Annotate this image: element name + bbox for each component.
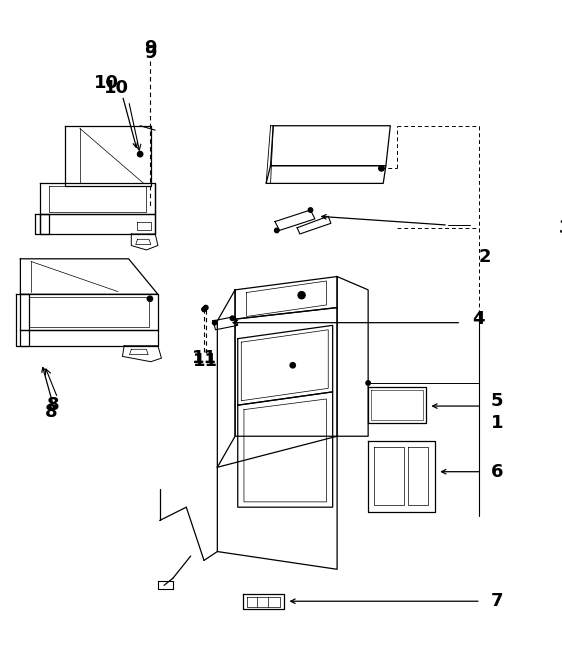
Polygon shape xyxy=(213,316,238,330)
Circle shape xyxy=(379,166,384,171)
Circle shape xyxy=(138,152,142,156)
Polygon shape xyxy=(275,210,315,230)
Text: 4: 4 xyxy=(472,310,484,328)
Text: 6: 6 xyxy=(491,462,503,481)
Polygon shape xyxy=(65,126,151,186)
Text: 2: 2 xyxy=(479,248,492,266)
Polygon shape xyxy=(20,259,158,295)
Polygon shape xyxy=(243,594,284,609)
Circle shape xyxy=(212,321,217,325)
Text: 9: 9 xyxy=(144,39,156,56)
Text: 8: 8 xyxy=(47,396,60,414)
Circle shape xyxy=(138,152,143,157)
Polygon shape xyxy=(132,234,158,250)
Circle shape xyxy=(203,306,208,310)
Polygon shape xyxy=(266,126,273,184)
Polygon shape xyxy=(35,215,49,234)
Text: 11: 11 xyxy=(193,352,218,370)
Polygon shape xyxy=(270,126,391,166)
Polygon shape xyxy=(20,295,158,330)
Polygon shape xyxy=(40,215,155,234)
Text: 9: 9 xyxy=(144,44,156,62)
Polygon shape xyxy=(40,184,155,215)
Polygon shape xyxy=(266,166,386,184)
Text: 8: 8 xyxy=(45,403,58,421)
Polygon shape xyxy=(123,346,161,361)
Text: 1: 1 xyxy=(491,414,503,432)
Polygon shape xyxy=(297,216,331,234)
Circle shape xyxy=(309,208,312,213)
Circle shape xyxy=(366,380,370,385)
Circle shape xyxy=(147,296,152,301)
Circle shape xyxy=(275,228,279,233)
Polygon shape xyxy=(235,308,337,436)
Circle shape xyxy=(230,316,235,321)
Polygon shape xyxy=(158,581,173,589)
Polygon shape xyxy=(217,290,235,467)
Circle shape xyxy=(202,307,206,312)
Text: 3: 3 xyxy=(559,218,562,237)
Polygon shape xyxy=(16,295,29,346)
Text: 5: 5 xyxy=(491,392,503,410)
Polygon shape xyxy=(20,330,158,346)
Text: 10: 10 xyxy=(94,74,119,92)
Text: 10: 10 xyxy=(104,79,129,96)
Polygon shape xyxy=(235,277,337,319)
Circle shape xyxy=(290,363,296,368)
Polygon shape xyxy=(368,388,426,423)
Polygon shape xyxy=(337,277,368,436)
Text: 11: 11 xyxy=(192,349,216,367)
Polygon shape xyxy=(368,441,434,512)
Circle shape xyxy=(379,166,384,171)
Text: 7: 7 xyxy=(491,592,503,610)
Polygon shape xyxy=(217,436,337,569)
Circle shape xyxy=(298,292,305,298)
